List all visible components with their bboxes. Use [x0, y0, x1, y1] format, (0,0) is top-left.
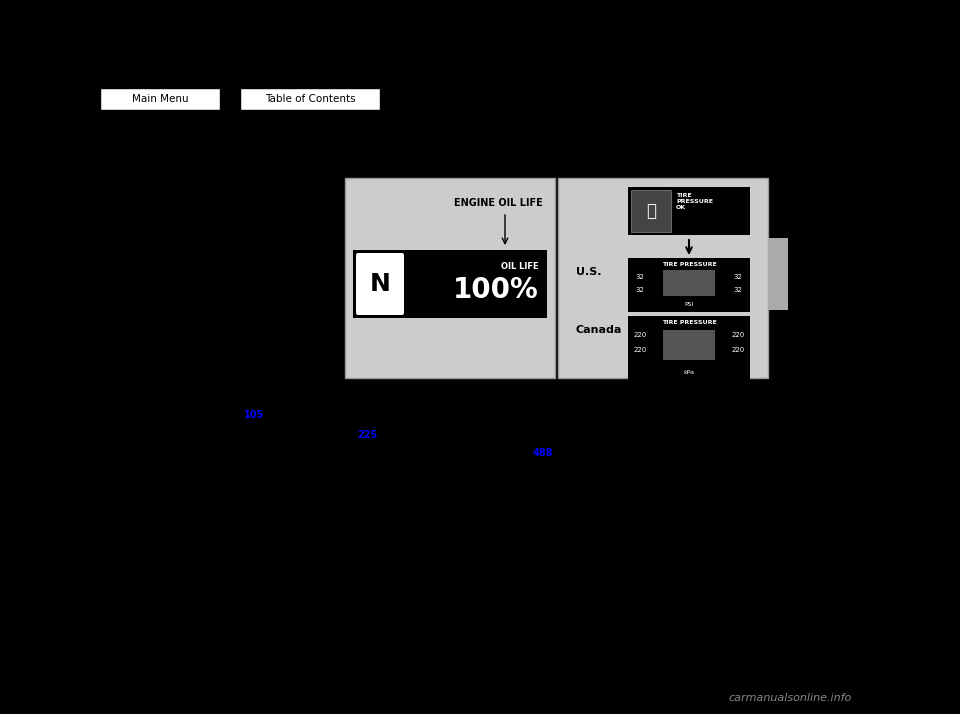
Text: OIL LIFE: OIL LIFE	[501, 262, 539, 271]
Text: 220: 220	[732, 347, 745, 353]
FancyBboxPatch shape	[100, 88, 220, 110]
Text: TIRE
PRESSURE
OK: TIRE PRESSURE OK	[676, 193, 713, 211]
Text: 225: 225	[357, 430, 377, 440]
Text: Main Menu: Main Menu	[132, 94, 188, 104]
Text: ENGINE OIL LIFE: ENGINE OIL LIFE	[454, 198, 543, 208]
Text: N: N	[370, 272, 391, 296]
Text: 220: 220	[634, 332, 647, 338]
Text: 32: 32	[636, 274, 644, 280]
Text: Table of Contents: Table of Contents	[265, 94, 355, 104]
FancyBboxPatch shape	[345, 178, 555, 378]
Text: TIRE PRESSURE: TIRE PRESSURE	[661, 320, 716, 325]
Text: 32: 32	[733, 274, 742, 280]
FancyBboxPatch shape	[663, 270, 715, 296]
FancyBboxPatch shape	[628, 316, 750, 382]
Text: 488: 488	[533, 448, 553, 458]
Text: 105: 105	[244, 410, 264, 420]
Text: carmanualsonline.info: carmanualsonline.info	[729, 693, 852, 703]
Text: 32: 32	[636, 287, 644, 293]
FancyBboxPatch shape	[631, 190, 671, 232]
Text: Canada: Canada	[576, 325, 622, 335]
Text: 100%: 100%	[453, 276, 539, 304]
FancyBboxPatch shape	[768, 238, 788, 310]
FancyBboxPatch shape	[628, 187, 750, 235]
Text: kPa: kPa	[684, 370, 694, 375]
FancyBboxPatch shape	[628, 258, 750, 312]
FancyBboxPatch shape	[240, 88, 380, 110]
Text: U.S.: U.S.	[576, 267, 602, 277]
FancyBboxPatch shape	[356, 253, 404, 315]
Text: TIRE PRESSURE: TIRE PRESSURE	[661, 262, 716, 267]
Text: PSI: PSI	[684, 301, 694, 306]
FancyBboxPatch shape	[558, 178, 768, 378]
FancyBboxPatch shape	[663, 330, 715, 360]
Text: 🚗: 🚗	[646, 202, 656, 220]
Text: 32: 32	[733, 287, 742, 293]
FancyBboxPatch shape	[353, 250, 547, 318]
Text: 220: 220	[732, 332, 745, 338]
Text: 220: 220	[634, 347, 647, 353]
